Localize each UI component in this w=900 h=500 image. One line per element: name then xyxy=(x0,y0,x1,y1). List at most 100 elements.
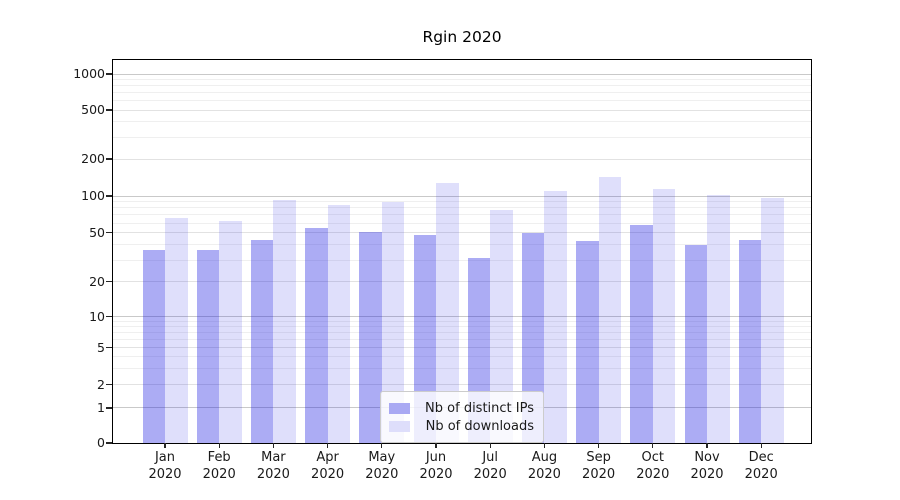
bar-downloads-feb xyxy=(219,221,242,443)
x-tick-label-month: Jan xyxy=(154,450,176,465)
gridline-minor-90 xyxy=(113,201,811,203)
x-tick-label-jul: Jul 2020 xyxy=(462,450,518,483)
x-tick-mark-jun xyxy=(435,443,437,448)
gridline-minor-60 xyxy=(113,222,811,224)
gridline-minor-9 xyxy=(113,320,811,322)
y-tick-mark-200 xyxy=(106,158,112,160)
x-tick-mark-mar xyxy=(272,443,274,448)
bar-ips-sep xyxy=(576,240,599,443)
y-tick-mark-20 xyxy=(106,281,112,283)
y-tick-label-500: 500 xyxy=(81,102,105,118)
gridline-10 xyxy=(113,316,811,318)
x-tick-label-month: Sep xyxy=(586,450,611,465)
gridline-minor-800 xyxy=(113,85,811,87)
x-tick-label-month: Jul xyxy=(482,450,499,465)
gridline-minor-900 xyxy=(113,78,811,80)
legend-item-ips: Nb of distinct IPs xyxy=(389,400,534,416)
x-tick-label-year: 2020 xyxy=(527,466,561,482)
x-tick-label-year: 2020 xyxy=(148,466,182,482)
x-tick-label-month: Dec xyxy=(748,450,774,465)
x-tick-label-month: Jun xyxy=(425,450,447,465)
bar-downloads-sep xyxy=(598,177,622,443)
gridline-minor-40 xyxy=(113,244,811,246)
x-tick-label-year: 2020 xyxy=(365,466,399,482)
legend-swatch-downloads xyxy=(389,420,410,432)
x-tick-label-year: 2020 xyxy=(202,466,236,482)
chart-title: Rgin 2020 xyxy=(422,28,502,46)
y-tick-mark-50 xyxy=(106,232,112,234)
x-tick-label-month: Oct xyxy=(641,450,665,465)
x-tick-mark-feb xyxy=(218,443,220,448)
bar-ips-feb xyxy=(196,250,220,443)
x-tick-label-oct: Oct 2020 xyxy=(625,450,681,483)
y-tick-mark-100 xyxy=(106,195,112,197)
gridline-minor-70 xyxy=(113,214,811,216)
plot-area xyxy=(111,58,812,444)
bar-downloads-dec xyxy=(761,197,784,443)
x-tick-label-month: May xyxy=(368,450,396,465)
bar-downloads-nov xyxy=(707,194,730,443)
x-tick-mark-aug xyxy=(543,443,545,448)
bar-ips-apr xyxy=(305,227,328,443)
bar-downloads-may xyxy=(381,201,405,443)
gridline-minor-8 xyxy=(113,326,811,328)
x-tick-label-year: 2020 xyxy=(311,466,345,482)
gridline-100 xyxy=(113,195,811,197)
x-tick-label-apr: Apr 2020 xyxy=(300,450,356,483)
gridline-1000 xyxy=(113,73,811,75)
bar-downloads-jul xyxy=(490,209,513,443)
legend-label-ips: Nb of distinct IPs xyxy=(425,400,534,416)
gridline-minor-400 xyxy=(113,121,811,123)
y-tick-mark-10 xyxy=(106,316,112,318)
x-tick-label-month: Apr xyxy=(316,450,339,465)
x-tick-label-nov: Nov 2020 xyxy=(679,450,735,483)
gridline-minor-30 xyxy=(113,259,811,261)
x-tick-mark-apr xyxy=(327,443,329,448)
y-tick-label-200: 200 xyxy=(81,151,105,166)
y-tick-mark-0 xyxy=(106,442,112,444)
bar-ips-nov xyxy=(684,244,707,443)
bar-downloads-jun xyxy=(436,183,459,443)
x-tick-mark-nov xyxy=(706,443,708,448)
y-tick-label-5: 5 xyxy=(97,339,105,355)
gridline-5 xyxy=(113,347,811,349)
gridline-200 xyxy=(113,158,811,160)
y-tick-label-100: 100 xyxy=(81,188,105,203)
x-tick-mark-dec xyxy=(760,443,762,448)
x-tick-mark-may xyxy=(381,443,383,448)
legend-item-downloads: Nb of downloads xyxy=(389,418,534,434)
bar-ips-may xyxy=(359,231,382,443)
bar-ips-jan xyxy=(142,250,165,443)
x-tick-label-month: Aug xyxy=(531,450,558,465)
x-tick-label-jun: Jun 2020 xyxy=(408,450,464,483)
x-tick-label-year: 2020 xyxy=(636,466,670,482)
x-tick-label-year: 2020 xyxy=(419,466,453,482)
x-tick-label-may: May 2020 xyxy=(354,450,410,483)
legend-label-downloads: Nb of downloads xyxy=(425,418,534,434)
gridline-50 xyxy=(113,232,811,234)
legend-swatch-ips xyxy=(389,402,410,414)
bar-downloads-oct xyxy=(652,188,676,443)
x-tick-mark-jul xyxy=(489,443,491,448)
x-tick-label-year: 2020 xyxy=(744,466,778,482)
bar-ips-dec xyxy=(738,239,762,443)
gridline-minor-6 xyxy=(113,339,811,341)
bar-ips-aug xyxy=(521,232,545,443)
y-tick-mark-1000 xyxy=(106,73,112,75)
bar-ips-oct xyxy=(630,224,653,443)
legend: Nb of distinct IPs Nb of downloads xyxy=(380,391,544,443)
y-tick-label-1000: 1000 xyxy=(73,66,105,82)
bar-downloads-aug xyxy=(544,190,567,443)
x-tick-label-sep: Sep 2020 xyxy=(571,450,627,483)
gridline-minor-3 xyxy=(113,367,811,369)
bar-downloads-jan xyxy=(165,217,188,443)
x-tick-label-year: 2020 xyxy=(582,466,616,482)
y-tick-mark-1 xyxy=(106,407,112,409)
x-tick-label-aug: Aug 2020 xyxy=(516,450,572,483)
gridline-minor-300 xyxy=(113,136,811,138)
y-tick-label-0: 0 xyxy=(97,435,105,450)
gridline-minor-4 xyxy=(113,356,811,358)
y-tick-label-50: 50 xyxy=(89,224,105,240)
gridline-minor-80 xyxy=(113,207,811,209)
